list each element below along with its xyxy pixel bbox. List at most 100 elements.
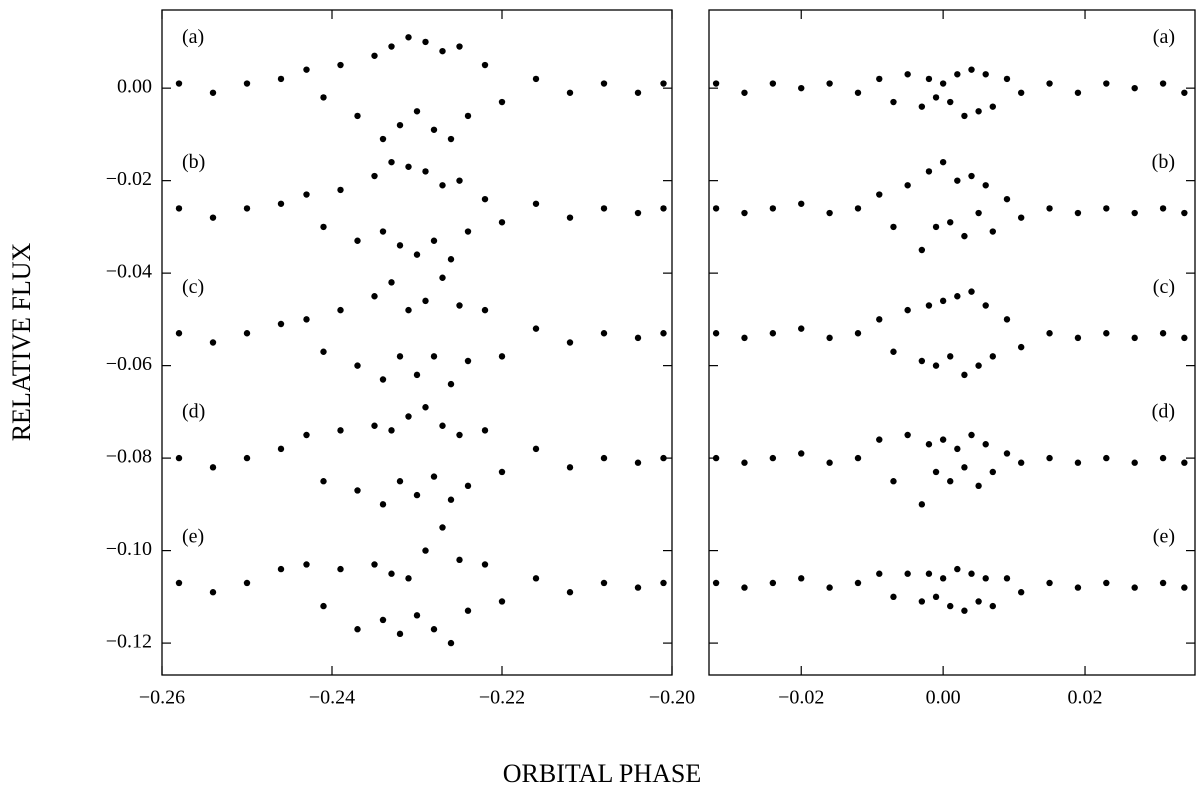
point xyxy=(396,478,404,485)
point xyxy=(430,237,438,244)
point xyxy=(634,209,642,217)
point xyxy=(320,602,327,610)
point xyxy=(320,348,327,355)
point xyxy=(954,293,961,300)
point xyxy=(481,561,489,568)
point xyxy=(660,80,667,87)
point xyxy=(975,362,982,369)
point xyxy=(1003,450,1011,457)
point xyxy=(1074,209,1082,217)
point xyxy=(379,228,387,235)
point xyxy=(430,126,438,133)
point xyxy=(175,80,183,87)
point xyxy=(1074,334,1082,342)
point xyxy=(712,330,720,337)
panel-label: (d) xyxy=(182,401,205,423)
point xyxy=(939,297,947,305)
point xyxy=(396,630,404,638)
point xyxy=(1046,205,1053,212)
point xyxy=(634,584,642,591)
point xyxy=(918,246,926,254)
point xyxy=(660,454,667,462)
panel-label: (e) xyxy=(182,526,204,548)
point xyxy=(854,579,862,587)
point xyxy=(303,66,310,73)
point xyxy=(1181,584,1188,591)
point xyxy=(961,464,968,471)
point xyxy=(209,589,217,596)
point xyxy=(741,334,748,342)
point xyxy=(989,103,996,110)
point xyxy=(1131,334,1138,342)
point xyxy=(1003,316,1011,323)
point xyxy=(243,205,251,212)
point xyxy=(337,427,344,434)
point xyxy=(798,84,805,92)
point xyxy=(939,575,947,582)
point xyxy=(209,464,217,471)
point xyxy=(989,602,996,610)
point xyxy=(918,357,926,365)
x-tick-label: 0.02 xyxy=(1068,687,1103,709)
point xyxy=(379,616,387,624)
point xyxy=(413,251,421,258)
point xyxy=(388,158,395,166)
point xyxy=(918,598,926,605)
point xyxy=(303,561,310,568)
point xyxy=(634,89,642,96)
point xyxy=(968,431,975,439)
point xyxy=(405,163,412,170)
point xyxy=(1131,459,1138,466)
point xyxy=(1103,579,1110,587)
point xyxy=(1003,75,1011,83)
point xyxy=(975,482,982,490)
point xyxy=(947,353,954,360)
point xyxy=(456,431,463,439)
point xyxy=(982,182,989,189)
point xyxy=(1181,459,1188,466)
point xyxy=(600,205,608,212)
point xyxy=(890,98,897,106)
y-tick-label: −0.08 xyxy=(106,446,152,468)
point xyxy=(925,441,933,448)
point xyxy=(1159,579,1167,587)
y-tick-label: −0.10 xyxy=(106,538,152,560)
x-tick-label: −0.20 xyxy=(649,687,695,709)
point xyxy=(989,228,996,235)
point xyxy=(961,232,968,240)
point xyxy=(634,334,642,342)
y-tick-label: −0.06 xyxy=(106,353,152,375)
point xyxy=(741,459,748,466)
point xyxy=(1103,205,1110,212)
point xyxy=(1159,330,1167,337)
point xyxy=(413,108,421,115)
point xyxy=(422,38,429,46)
point xyxy=(405,413,412,420)
point xyxy=(277,320,285,328)
point xyxy=(798,200,805,207)
point xyxy=(925,302,933,309)
point xyxy=(354,237,361,244)
point xyxy=(1017,459,1025,466)
point xyxy=(961,371,968,379)
point xyxy=(337,565,344,573)
point xyxy=(600,330,608,337)
point xyxy=(741,584,748,591)
panel-label: (d) xyxy=(1152,401,1175,423)
point xyxy=(1103,454,1110,462)
point xyxy=(277,200,285,207)
point xyxy=(975,209,982,217)
point xyxy=(854,205,862,212)
point xyxy=(1017,214,1025,221)
point xyxy=(982,71,989,78)
point xyxy=(396,242,404,249)
point xyxy=(566,589,574,596)
point xyxy=(439,274,446,281)
point xyxy=(532,75,540,83)
point xyxy=(405,575,412,582)
point xyxy=(371,172,378,180)
point xyxy=(456,556,463,564)
point xyxy=(481,61,489,69)
point xyxy=(566,339,574,346)
point xyxy=(175,330,183,337)
